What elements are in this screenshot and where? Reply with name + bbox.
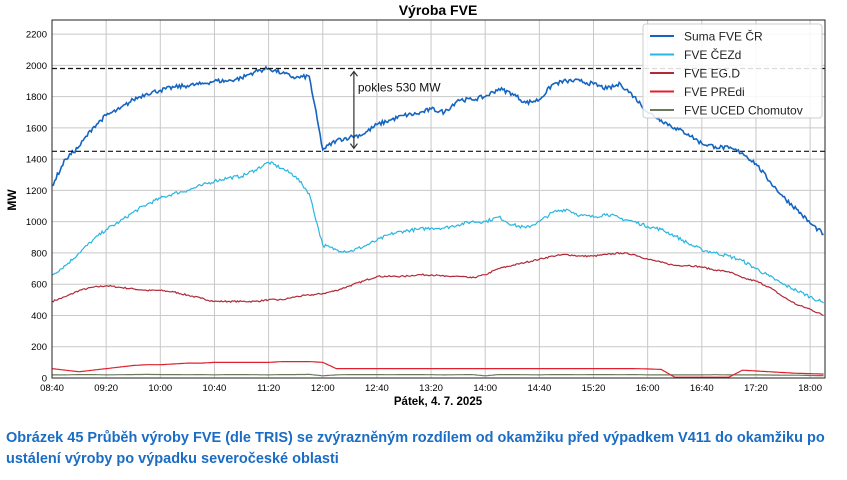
x-tick-label: 08:40 xyxy=(40,383,64,394)
y-tick-label: 1200 xyxy=(26,186,47,197)
legend-label: Suma FVE ČR xyxy=(684,29,763,44)
y-axis-label: MW xyxy=(5,189,19,211)
y-tick-label: 1400 xyxy=(26,155,47,166)
y-tick-label: 1000 xyxy=(26,217,47,228)
legend-label: FVE UCED Chomutov xyxy=(684,104,803,118)
series-line-3 xyxy=(51,361,824,378)
legend-label: FVE EG.D xyxy=(684,67,740,81)
plot-frame xyxy=(51,19,826,379)
y-tick-label: 200 xyxy=(31,342,47,353)
y-tick-label: 1800 xyxy=(26,92,47,103)
chart: Výroba FVE pokles 530 MW 08:40 09:20 10:00… xyxy=(5,2,826,408)
y-tick-label: 800 xyxy=(31,248,47,259)
legend-label: FVE PREdi xyxy=(684,85,745,99)
series-line-4 xyxy=(52,373,824,377)
x-tick-label: 12:40 xyxy=(365,383,389,394)
annotation-label: pokles 530 MW xyxy=(358,80,441,94)
annotation: pokles 530 MW xyxy=(354,71,441,148)
y-tick-label: 2200 xyxy=(26,30,47,41)
x-tick-label: 12:00 xyxy=(311,383,335,394)
series-line-2 xyxy=(51,251,824,317)
legend-box xyxy=(642,23,823,119)
x-tick-label: 14:40 xyxy=(527,383,551,394)
x-tick-label: 14:00 xyxy=(473,383,497,394)
x-tick-label: 11:20 xyxy=(257,383,280,394)
series-line-0 xyxy=(51,65,824,236)
x-tick-label: 16:40 xyxy=(690,383,714,394)
y-tick-label: 1600 xyxy=(26,123,47,134)
y-tick-label: 400 xyxy=(31,311,47,322)
y-tick-label: 2000 xyxy=(26,61,47,72)
series-line-1 xyxy=(51,161,824,304)
x-tick-label: 09:20 xyxy=(94,383,118,394)
legend-label: FVE ČEZd xyxy=(684,47,741,62)
chart-title: Výroba FVE xyxy=(399,2,478,18)
x-tick-label: 15:20 xyxy=(582,383,606,394)
x-tick-label: 10:00 xyxy=(148,383,172,394)
series-lines xyxy=(51,65,824,378)
y-tick-label: 600 xyxy=(31,280,47,291)
x-tick-label: 13:20 xyxy=(419,383,443,394)
legend: Suma FVE ČR FVE ČEZd FVE EG.D FVE PREdi FVE … xyxy=(642,23,823,119)
x-tick-label: 16:00 xyxy=(636,383,660,394)
x-tick-label: 10:40 xyxy=(203,383,227,394)
x-tick-label: 18:00 xyxy=(798,383,822,394)
x-tick-label: 17:20 xyxy=(744,383,768,394)
y-tick-label: 0 xyxy=(42,374,47,385)
figure-caption: Obrázek 45 Průběh výroby FVE (dle TRIS) … xyxy=(6,430,825,467)
x-axis-label: Pátek, 4. 7. 2025 xyxy=(394,396,483,408)
axis-ticks: 08:40 09:20 10:00 10:40 11:20 12:00 12:40 13:20… xyxy=(26,30,822,394)
